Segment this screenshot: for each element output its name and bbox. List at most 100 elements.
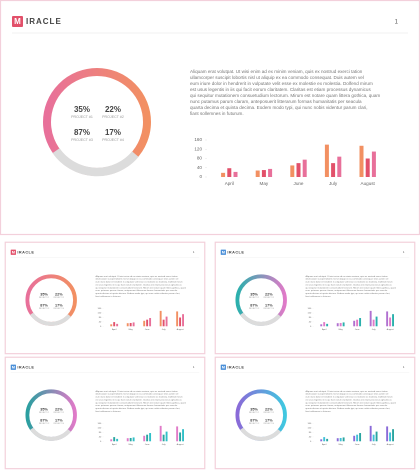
logo-initial: M (222, 250, 225, 254)
paragraph-line: nunc putamus parum claram, anteposuerit … (305, 289, 387, 292)
x-tick-label: May (339, 444, 344, 446)
logo-box (220, 249, 226, 255)
bar (149, 318, 152, 327)
bar (389, 432, 392, 442)
y-tick-label: 120 (98, 313, 102, 315)
slide: M IRACLE 135%PROJECT #122%PROJECT #287%PRO… (4, 356, 206, 470)
slide-frame (0, 0, 420, 236)
paragraph-line: nunc putamus parum claram, anteposuerit … (95, 289, 177, 292)
paragraph-line: ullamcorper suscipit lobortis nisl ut al… (305, 278, 388, 281)
x-tick-label: August (387, 443, 394, 446)
bar (359, 433, 362, 442)
stat-label: PROJECT #1 (39, 297, 49, 299)
paragraph-line: fiant sollemnes in futurum. (305, 295, 331, 298)
bar (159, 310, 162, 327)
y-tick-label: 0 (310, 441, 312, 443)
x-tick-label: July (329, 181, 338, 186)
y-tick-label: 0 (100, 326, 102, 328)
bar (339, 322, 342, 327)
x-tick-label: July (372, 444, 377, 446)
y-tick-label: 40 (309, 436, 312, 438)
paragraph-line: fiant sollemnes in futurum. (305, 410, 331, 413)
paragraph-line: fiant sollemnes in futurum. (95, 410, 121, 413)
bar (392, 314, 394, 327)
y-tick-label: 120 (98, 428, 102, 430)
bar (179, 317, 182, 327)
paragraph-line: quarta decima et quinta decima. Eodem mo… (305, 292, 390, 295)
y-tick-label: 40 (99, 321, 102, 323)
bar (302, 159, 307, 177)
paragraph-line: Aliquam erat volutpat. Ut wisi enim ad e… (95, 275, 178, 278)
y-tick-label: 160 (98, 308, 102, 310)
bar (176, 426, 179, 442)
paragraph-line: est usus legentis in iis qui facit eorum… (305, 398, 392, 401)
paragraph-line: nunc putamus parum claram, anteposuerit … (95, 404, 177, 407)
slide: M IRACLE 135%PROJECT #122%PROJECT #287%PRO… (214, 241, 416, 355)
bar (389, 317, 392, 327)
bar (261, 170, 266, 177)
x-tick-label: August (387, 328, 394, 331)
bar (337, 156, 342, 177)
paragraph-line: fiant sollemnes in futurum. (190, 111, 244, 116)
bar (176, 311, 179, 327)
stat-value: 17% (55, 303, 63, 307)
bar (113, 437, 116, 442)
stat-value: 87% (40, 418, 48, 422)
bar (221, 172, 226, 177)
bar (365, 158, 370, 177)
paragraph-line: qui sequitur mutationem consuetudium lec… (95, 401, 186, 404)
logo-initial: M (14, 17, 21, 26)
logo-box (10, 364, 16, 370)
x-tick-label: May (339, 329, 344, 331)
bar (372, 319, 375, 327)
bar (268, 168, 273, 177)
stat-label: PROJECT #1 (249, 412, 259, 414)
paragraph-line: quarta decima et quinta decima. Eodem mo… (95, 292, 180, 295)
paragraph-line: ullamcorper suscipit lobortis nisl ut al… (305, 393, 388, 396)
slide-frame (4, 356, 206, 470)
slide: M IRACLE 135%PROJECT #122%PROJECT #287%PRO… (4, 241, 206, 355)
bar (255, 170, 260, 177)
bar (323, 437, 326, 442)
paragraph-line: Aliquam erat volutpat. Ut wisi enim ad e… (95, 390, 178, 393)
y-tick-label: 160 (308, 308, 312, 310)
stat-label: PROJECT #1 (249, 297, 259, 299)
x-tick-label: July (372, 329, 377, 331)
x-tick-label: April (322, 443, 327, 446)
x-tick-label: May (129, 329, 134, 331)
bar (132, 437, 135, 442)
stat-value: 22% (55, 292, 63, 296)
bar (359, 145, 364, 177)
stat-value: 22% (55, 407, 63, 411)
stat-value: 35% (250, 292, 258, 296)
bar (129, 322, 132, 327)
y-tick-label: 160 (98, 423, 102, 425)
bar (182, 314, 184, 327)
y-tick-label: 120 (194, 146, 202, 151)
paragraph-line: qui sequitur mutationem consuetudium lec… (190, 93, 380, 98)
bar (323, 322, 326, 327)
bar (336, 323, 339, 327)
stat-label: PROJECT #3 (39, 423, 49, 425)
brand-name: IRACLE (26, 17, 62, 26)
stat-label: PROJECT #4 (264, 308, 274, 310)
x-tick-label: July (162, 444, 167, 446)
bar (359, 318, 362, 327)
stat-value: 17% (265, 418, 273, 422)
bar (146, 319, 149, 327)
stat-label: PROJECT #4 (102, 138, 124, 142)
stat-value: 87% (250, 418, 258, 422)
x-tick-label: August (177, 328, 184, 331)
slide: M IRACLE 135%PROJECT #122%PROJECT #287%PRO… (0, 0, 420, 236)
ring-rest (240, 427, 281, 441)
bar (290, 165, 295, 177)
x-tick-label: May (260, 181, 269, 186)
bar (342, 322, 345, 327)
page-number: 1 (193, 250, 195, 254)
y-tick-label: 0 (100, 441, 102, 443)
paragraph-line: eum iriure dolor in hendrerit in vulputa… (190, 81, 373, 86)
x-tick-label: June (355, 444, 361, 446)
bar (116, 438, 119, 442)
slide-frame (214, 356, 416, 470)
